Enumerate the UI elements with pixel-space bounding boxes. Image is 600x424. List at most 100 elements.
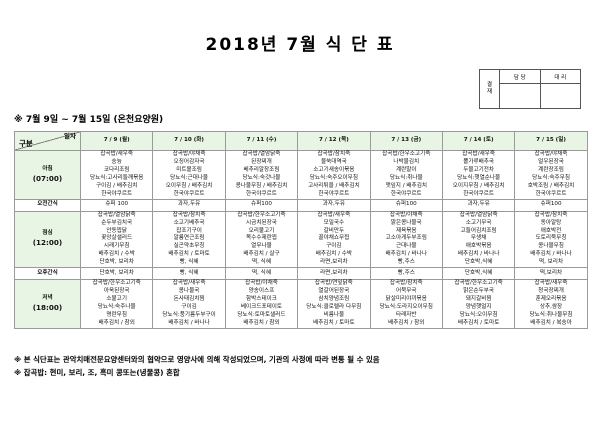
menu-item: 당뇨식:숙주오이무침 xyxy=(309,174,358,181)
menu-item: 잡곡밥/열암닭죽 xyxy=(459,211,498,218)
menu-item: 잡곡밥/야채죽 xyxy=(389,211,423,218)
snack-label-오전간식: 오전간식 xyxy=(14,198,81,212)
menu-cell: 잡곡밥/참치죽 동아알탕 애호박전 도토리묵무칭 콩나물무침 배추김치 / 바나나 떡, 보… xyxy=(514,210,588,269)
diagonal-divider-icon xyxy=(15,132,80,150)
menu-item: 한국야쿠르트 xyxy=(535,190,567,197)
menu-item: 시금치된장국 xyxy=(246,219,277,226)
menu-item: 떡, 식혜 xyxy=(251,259,271,266)
menu-item: 배추김치 / 토마토 xyxy=(313,319,355,326)
menu-item: 오리불고기 xyxy=(248,227,275,234)
menu-cell: 잡곡밥/야채죽 양송이스프 함박스테이크 베이크드포테이토 당뇨식:토마토샐러드 배추김치… xyxy=(224,279,299,329)
menu-item: 당뇨식:숙주무침 xyxy=(532,174,570,181)
stamp-signature-deputy[interactable] xyxy=(541,84,581,108)
menu-cell: 잡곡밥/열암닭죽 소고기무국 고들어김치조림 무생채 애호박볶음 배추김치 / 바나나 단호… xyxy=(441,210,516,269)
menu-item: 배추김치 / 참외 xyxy=(243,319,280,326)
menu-item: 고사리튀을 / 배추김치 xyxy=(307,182,360,189)
snack-cell: 슈퍼100 xyxy=(224,198,299,212)
menu-item: 잡곡밥/참치죽 xyxy=(389,280,423,287)
menu-item: 배추김치 / 복숭아 xyxy=(530,319,572,326)
snack-cell: 슈퍼100 xyxy=(514,198,588,212)
menu-item: 꽃앙살샐러드 xyxy=(101,235,133,242)
menu-item: 한국야쿠르트 xyxy=(318,190,350,197)
table-row: 오후간식 단호박, 보리차 빵, 식혜 떡, 식혜 라면,보리차 빵,주스 단호박,식혜 떡,… xyxy=(14,267,588,281)
day-header-3: 7 / 11 (수) xyxy=(224,131,299,151)
menu-item: 잡곡밥/한우소고기죽 xyxy=(237,211,286,218)
menu-item: 잡곡밥/연잎닭죽 xyxy=(314,280,353,287)
menu-item: 고소아게두부조림 xyxy=(385,235,427,242)
menu-cell: 잡곡밥/열암닭죽 순두부김치국 안동찝닭 꽃앙살샐러드 시래기무침 배추김치 / 수박 단호… xyxy=(79,210,154,269)
menu-item: 잡곡밥/한우소고기죽 xyxy=(454,280,503,287)
menu-item: 구이김 xyxy=(326,243,342,250)
menu-item: 당뇨식:고사리들깨볶음 xyxy=(90,174,144,181)
menu-item: 계란장조림 xyxy=(538,166,564,173)
menu-item: 어묵무국 xyxy=(395,288,417,295)
menu-item: 한국야쿠르트 xyxy=(463,190,495,197)
snack-cell: 라면,보리차 xyxy=(297,267,371,281)
snack-cell: 떡, 식혜 xyxy=(224,267,299,281)
meal-time-text: (12:00) xyxy=(32,238,63,248)
menu-item: 잡곡밥/새우죽 xyxy=(100,151,134,157)
menu-item: 한국야쿠르트 xyxy=(173,190,205,197)
menu-item: 아욱된장국 xyxy=(103,288,130,295)
menu-item: 애호박전 xyxy=(540,227,562,234)
menu-item: 빵,주스 xyxy=(397,259,415,266)
stamp-header-manager: 담 당 xyxy=(500,70,540,84)
snack-cell: 과자,두유 xyxy=(297,198,371,212)
menu-item: 물쑥대역국 xyxy=(321,158,347,165)
menu-item: 애호박볶음 xyxy=(465,243,492,250)
approval-stamp-box: 결 재 담 당 대 리 xyxy=(479,69,581,109)
stamp-side-label-char1: 결 xyxy=(486,81,493,88)
menu-item: 당뇨식:근대나물 xyxy=(170,174,209,181)
footnote-2: ※ 잡곡밥: 현미, 보리, 조, 흑미 콩또는(녕물콩) 혼합 xyxy=(14,367,180,377)
menu-item: 모밀국수 xyxy=(323,219,345,226)
footnotes: ※ 본 식단표는 관악치매전문요양센터와의 협약으로 영양사에 의해 작성되었으… xyxy=(14,354,380,380)
menu-item: 배추김치 / 참외 xyxy=(98,319,135,326)
menu-item: 동아알탕 xyxy=(540,219,562,226)
menu-item: 계란말이 xyxy=(395,166,417,173)
menu-item: 잡곡밥/참치죽 xyxy=(317,151,351,157)
stamp-column-deputy: 대 리 xyxy=(539,70,581,108)
menu-item: 삼치양념조림 xyxy=(318,296,350,303)
menu-item: 콩나물국 xyxy=(178,288,200,295)
menu-item: 배추김치 / 수박 xyxy=(98,251,135,258)
table-body: 아침 (07:00) 잡곡밥/새우죽 숭늉 코다리조림 당뇨식:고사리들깨볶음 구이김 / … xyxy=(14,150,588,329)
menu-item: 소고기새송이볶음 xyxy=(313,166,355,173)
menu-item: 콩나물무침 / 배추김치 xyxy=(235,182,288,189)
snack-cell: 빵, 식혜 xyxy=(152,267,226,281)
menu-item: 잡곡밥/새우죽 xyxy=(462,151,496,157)
menu-item: 맑은순두부국 xyxy=(463,288,495,295)
menu-item: 함박스테이크 xyxy=(246,296,277,303)
menu-item: 갈비만두 xyxy=(323,227,345,234)
meal-time-text: (18:00) xyxy=(32,302,63,312)
menu-item: 도토리묵무칭 xyxy=(535,235,567,242)
menu-cell: 잡곡밥/한우소고기죽 시금치된장국 오리불고기 목수수제란찝 열무나물 배추김치 / 살구… xyxy=(224,210,299,269)
menu-item: 당뇨식:햇열순나물 xyxy=(457,174,501,181)
menu-item: 꼴야채쇼무찝 xyxy=(318,235,350,242)
corner-label-category: 구분 xyxy=(19,139,33,149)
menu-cell: 잡곡밥/새우죽 콩나물국 돈사태김치찜 구이김 당뇨식:풍기름두부구이 배추김치 / 바나… xyxy=(152,279,226,329)
menu-item: 깻잎지 / 배추김치 xyxy=(385,182,427,189)
menu-item: 순두부김치국 xyxy=(101,219,133,226)
snack-cell: 슈퍼 100 xyxy=(79,198,154,212)
menu-item: 배추김치 / 토마토 xyxy=(168,251,210,258)
snack-cell: 단호박, 보리차 xyxy=(79,267,154,281)
snack-cell: 단호박,식혜 xyxy=(441,267,516,281)
menu-cell: 잡곡밥/새우죽 뽈가루배추국 두물고기전차 당뇨식:햇열순나물 오이지무침 / 배추김치… xyxy=(441,150,516,200)
menu-item: 호박조림 / 배추김치 xyxy=(527,182,575,189)
menu-item: 고들어김치조림 xyxy=(460,227,497,234)
menu-item: 당뇨식:오이무침 xyxy=(459,311,498,318)
menu-item: 잡곡밥/야채죽 xyxy=(172,151,206,157)
menu-item: 숭늉 xyxy=(111,158,122,165)
day-header-7: 7 / 15 (일) xyxy=(514,131,588,151)
stamp-signature-manager[interactable] xyxy=(500,84,540,108)
menu-item: 오이지무침 / 배추김치 xyxy=(452,182,505,189)
table-row: 저녁 (18:00) 잡곡밥/한우소고기죽 아욱된장국 소불고기 당뇨식:숙주나물 명란무침… xyxy=(14,279,588,329)
snack-cell: 슈퍼100 xyxy=(369,198,443,212)
stamp-header-deputy: 대 리 xyxy=(540,70,580,84)
menu-item: 제육볶음 xyxy=(395,227,417,234)
menu-item: 배추김치 / 바나나 xyxy=(530,251,572,258)
menu-item: 잡곡밥/열암닭죽 xyxy=(242,151,281,157)
meal-time-text: (07:00) xyxy=(32,173,63,183)
footnote-1: ※ 본 식단표는 관악치매전문요양센터와의 협약으로 영양사에 의해 작성되었으… xyxy=(14,355,380,364)
menu-item: 잡곡밥/야채죽 xyxy=(534,151,568,157)
